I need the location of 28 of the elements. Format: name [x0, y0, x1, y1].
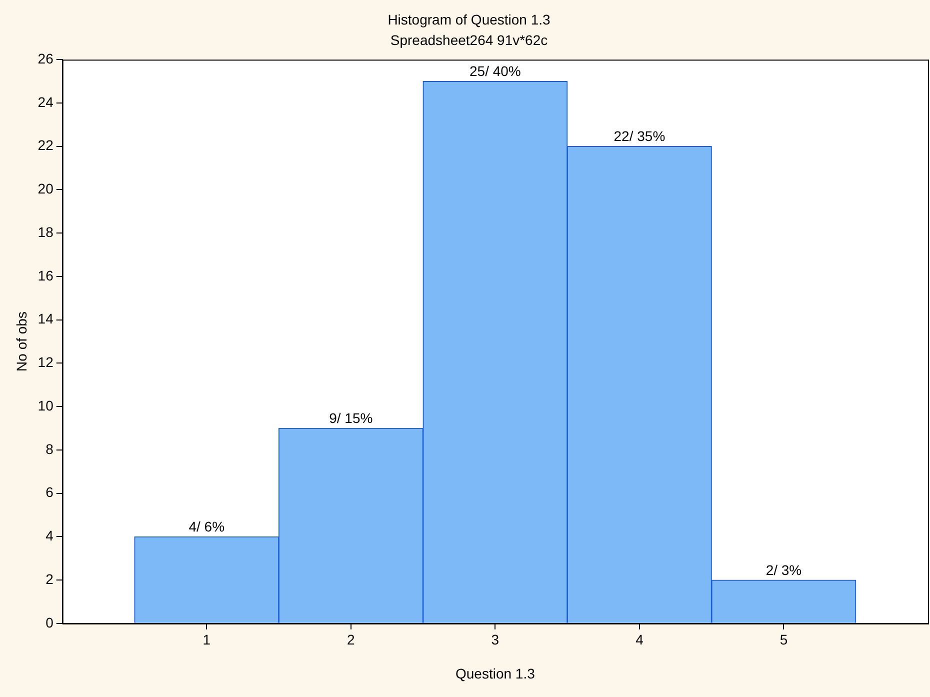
y-tick-label: 4	[46, 528, 54, 544]
y-tick-label: 0	[46, 614, 54, 630]
y-tick-label: 10	[38, 397, 54, 414]
chart-subtitle: Spreadsheet264 91v*62c	[390, 32, 548, 48]
x-tick-label: 3	[491, 632, 500, 648]
data-label: 22/ 35%	[614, 128, 666, 144]
y-tick-label: 14	[38, 310, 54, 327]
x-axis-title: Question 1.3	[455, 665, 536, 682]
y-tick-label: 24	[38, 94, 54, 110]
y-tick-label: 6	[46, 484, 54, 500]
y-tick-label: 26	[38, 50, 54, 66]
data-label: 9/ 15%	[329, 410, 373, 426]
y-tick-label: 8	[46, 440, 54, 457]
x-tick-label: 4	[636, 632, 644, 648]
y-tick-label: 12	[38, 354, 54, 370]
data-label: 2/ 3%	[766, 562, 802, 578]
chart-title: Histogram of Question 1.3	[388, 11, 551, 28]
y-axis-title: No of obs	[13, 312, 30, 372]
data-label: 25/ 40%	[470, 63, 521, 80]
x-tick-label: 2	[347, 632, 356, 648]
y-tick-label: 20	[38, 180, 54, 197]
x-tick-label: 5	[780, 632, 788, 648]
y-tick-label: 18	[38, 224, 54, 240]
data-label: 4/ 6%	[188, 518, 225, 535]
y-tick-label: 22	[38, 137, 54, 154]
x-tick-label: 1	[202, 632, 211, 648]
y-tick-label: 16	[38, 267, 54, 284]
y-tick-label: 2	[46, 570, 54, 587]
